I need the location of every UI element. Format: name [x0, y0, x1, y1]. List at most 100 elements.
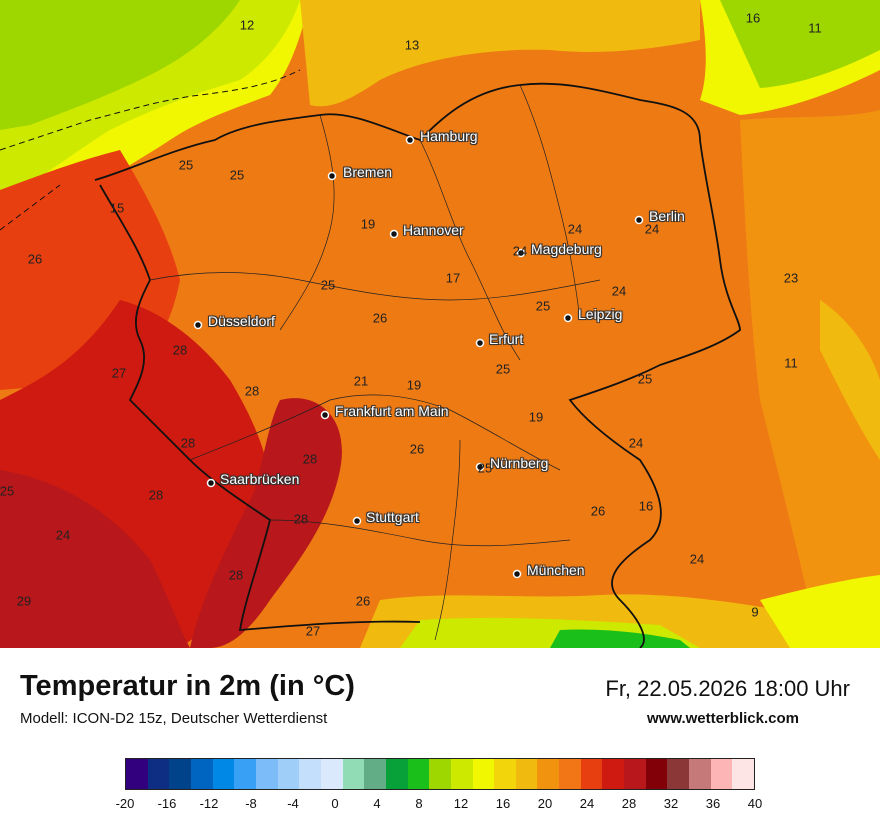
temperature-value: 19	[528, 409, 544, 425]
color-swatch	[255, 759, 278, 789]
temperature-value: 27	[305, 623, 321, 639]
temperature-value: 28	[180, 435, 196, 451]
color-swatch	[407, 759, 430, 789]
color-swatch	[559, 759, 581, 789]
temperature-value: 28	[244, 383, 260, 399]
temperature-value: 25	[229, 167, 245, 183]
temperature-value: 19	[360, 216, 376, 232]
color-swatch	[126, 759, 148, 789]
temperature-value: 15	[109, 200, 125, 216]
temperature-value: 24	[644, 221, 660, 237]
scale-tick-label: 28	[621, 796, 637, 811]
city-label-magdeburg: Magdeburg	[531, 241, 602, 257]
color-swatch	[169, 759, 191, 789]
scale-tick-label: 4	[373, 796, 381, 811]
scale-tick-label: 16	[495, 796, 511, 811]
scale-tick-label: 0	[331, 796, 339, 811]
color-swatch	[624, 759, 646, 789]
temperature-value: 16	[745, 10, 761, 26]
temperature-map[interactable]	[0, 0, 880, 648]
temperature-value: 26	[355, 593, 371, 609]
color-swatch	[429, 759, 451, 789]
temperature-value: 25	[0, 483, 15, 499]
city-dot-leipzig[interactable]	[563, 313, 573, 323]
temperature-value: 13	[404, 37, 420, 53]
city-label-saarbr-cken: Saarbrücken	[220, 471, 300, 487]
scale-tick-label: 8	[415, 796, 423, 811]
color-swatch	[537, 759, 560, 789]
temperature-value: 9	[751, 604, 759, 620]
city-dot-saarbr-cken[interactable]	[206, 478, 216, 488]
city-label-hamburg: Hamburg	[420, 128, 478, 144]
forecast-datetime: Fr, 22.05.2026 18:00 Uhr	[605, 676, 850, 701]
color-swatch	[645, 759, 668, 789]
scale-tick-label: -4	[287, 796, 299, 811]
scale-tick-label: 32	[663, 796, 679, 811]
temperature-value: 24	[567, 221, 583, 237]
temperature-value: 26	[372, 310, 388, 326]
temperature-value: 24	[55, 527, 71, 543]
color-swatch	[494, 759, 516, 789]
city-dot-bremen[interactable]	[327, 171, 337, 181]
temperature-value: 17	[445, 270, 461, 286]
temperature-value: 28	[172, 342, 188, 358]
temperature-value: 11	[808, 20, 822, 36]
city-label-hannover: Hannover	[403, 222, 464, 238]
temperature-value: 26	[590, 503, 606, 519]
color-swatch	[667, 759, 690, 789]
color-swatch	[732, 759, 755, 789]
color-swatch	[342, 759, 365, 789]
city-label-frankfurt-am-main: Frankfurt am Main	[335, 403, 449, 419]
color-swatch	[364, 759, 386, 789]
city-label-n-rnberg: Nürnberg	[490, 455, 549, 471]
temperature-value: 28	[293, 511, 309, 527]
city-dot-n-rnberg[interactable]	[475, 462, 485, 472]
temperature-value: 28	[228, 567, 244, 583]
scale-tick-label: 36	[705, 796, 721, 811]
city-dot-erfurt[interactable]	[475, 338, 485, 348]
city-dot-hannover[interactable]	[389, 229, 399, 239]
temperature-value: 11	[784, 355, 798, 371]
city-dot-magdeburg[interactable]	[516, 248, 526, 258]
city-dot-m-nchen[interactable]	[512, 569, 522, 579]
scale-tick-label: -12	[199, 796, 219, 811]
website-link[interactable]: www.wetterblick.com	[647, 710, 799, 727]
city-dot-frankfurt-am-main[interactable]	[320, 410, 330, 420]
city-label-bremen: Bremen	[343, 164, 393, 180]
color-swatch	[689, 759, 711, 789]
scale-tick-label: -8	[245, 796, 257, 811]
temperature-value: 25	[495, 361, 511, 377]
city-dot-berlin[interactable]	[634, 215, 644, 225]
temperature-value: 19	[406, 377, 422, 393]
scale-tick-label: 24	[579, 796, 595, 811]
temperature-value: 24	[628, 435, 644, 451]
scale-tick-label: 20	[537, 796, 553, 811]
temperature-value: 28	[148, 487, 164, 503]
temperature-value: 27	[111, 365, 127, 381]
temperature-value: 25	[178, 157, 194, 173]
city-label-berlin: Berlin	[649, 208, 685, 224]
color-swatch	[450, 759, 473, 789]
temperature-value: 21	[353, 373, 369, 389]
city-dot-stuttgart[interactable]	[352, 516, 362, 526]
temperature-value: 29	[16, 593, 32, 609]
temperature-value: 28	[302, 451, 318, 467]
temperature-value: 26	[409, 441, 425, 457]
temperature-value: 25	[477, 460, 493, 476]
temperature-value: 24	[512, 243, 528, 259]
scale-tick-label: 12	[453, 796, 469, 811]
city-label-m-nchen: München	[527, 562, 585, 578]
city-label-d-sseldorf: Düsseldorf	[208, 313, 275, 329]
temperature-value: 26	[27, 251, 43, 267]
map-title: Temperatur in 2m (in °C)	[20, 670, 355, 702]
temperature-value: 25	[535, 298, 551, 314]
temperature-value: 25	[637, 371, 653, 387]
city-label-leipzig: Leipzig	[578, 306, 623, 322]
scale-tick-label: -16	[157, 796, 177, 811]
city-dot-d-sseldorf[interactable]	[193, 320, 203, 330]
color-swatch	[515, 759, 538, 789]
color-scale-labels: -20 -16 -12 -8 -4 0 4 8 12 16 20 24 28 32 36 40	[0, 796, 880, 816]
color-swatch	[472, 759, 495, 789]
scale-tick-label: -20	[115, 796, 135, 811]
city-dot-hamburg[interactable]	[405, 135, 415, 145]
